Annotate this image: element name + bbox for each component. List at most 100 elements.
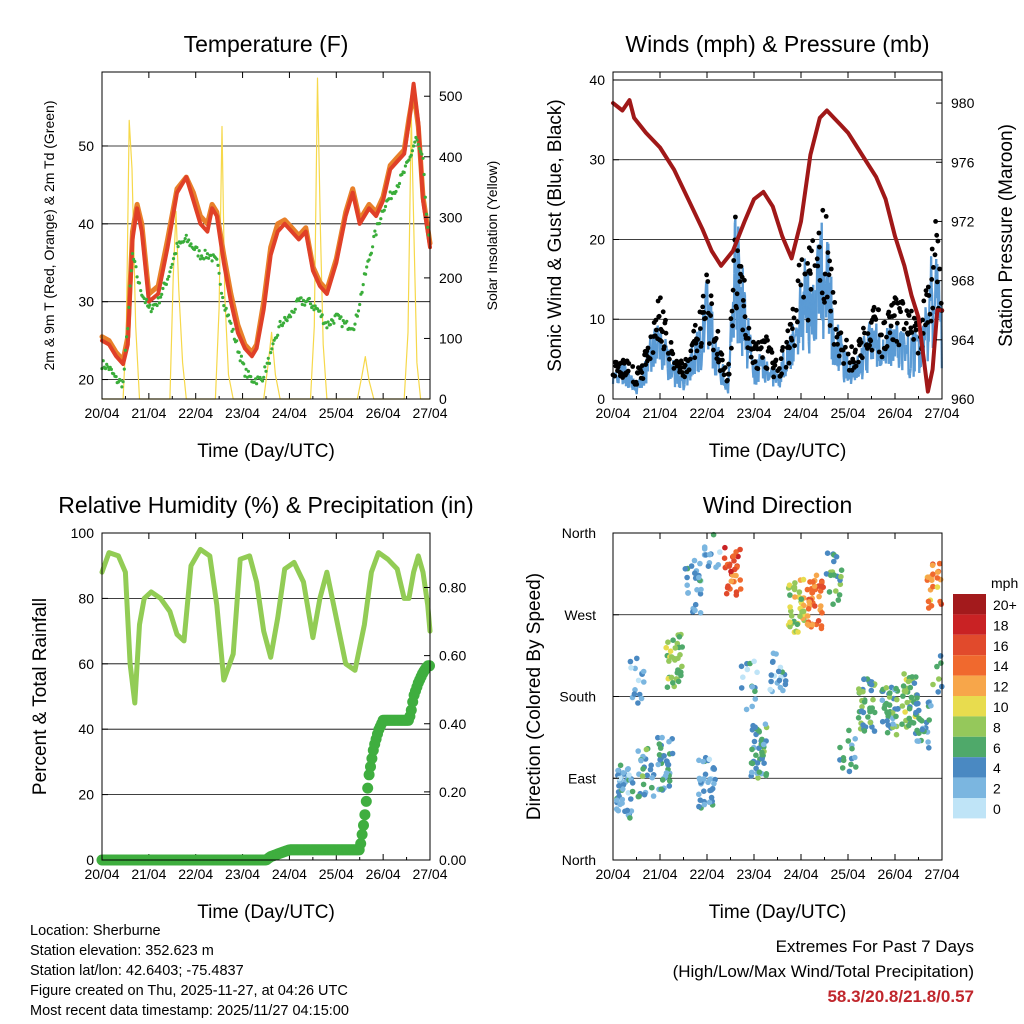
gust-point: [859, 355, 865, 361]
dewpoint-point: [205, 252, 209, 256]
dewpoint-point: [374, 233, 378, 237]
precipitation-point: [359, 809, 371, 821]
gust-point: [816, 230, 822, 236]
dewpoint-point: [217, 271, 221, 275]
wind-segment: [870, 327, 874, 332]
dewpoint-point: [332, 321, 336, 325]
dewpoint-point: [174, 252, 178, 256]
temperature-y2label: Solar Insolation (Yellow): [484, 161, 500, 311]
direction-point: [794, 621, 801, 628]
gust-point: [827, 323, 833, 328]
precipitation-points: [96, 660, 435, 866]
direction-point: [649, 774, 655, 781]
extremes-heading: Extremes For Past 7 Days: [775, 937, 974, 956]
direction-point: [622, 808, 628, 815]
gust-point: [792, 343, 797, 349]
direction-point: [895, 705, 901, 712]
gust-point: [769, 350, 775, 355]
gust-point: [740, 327, 746, 333]
dewpoint-point: [207, 256, 211, 260]
gust-point: [795, 278, 801, 284]
direction-point: [936, 676, 942, 682]
dewpoint-point: [387, 197, 391, 201]
gust-point: [650, 350, 656, 355]
humidity-chart: Relative Humidity (%) & Precipitation (i…: [30, 492, 474, 923]
direction-xtick-label: 21/04: [642, 866, 677, 882]
dewpoint-point: [218, 282, 222, 286]
direction-point: [893, 713, 899, 720]
direction-point: [797, 613, 803, 620]
dewpoint-point: [150, 307, 154, 311]
temperature-xtick-label: 27/04: [412, 405, 447, 421]
gust-point: [871, 304, 877, 310]
wind-segment: [864, 348, 867, 356]
direction-point: [669, 750, 676, 757]
direction-tick-label: South: [559, 689, 596, 705]
direction-point: [677, 652, 683, 658]
direction-point: [617, 762, 624, 769]
gust-point: [793, 307, 799, 313]
gust-point: [833, 326, 839, 332]
gust-point: [858, 340, 864, 345]
direction-point: [753, 765, 759, 772]
winds-right-tick-label: 972: [951, 213, 975, 229]
direction-point: [780, 687, 786, 694]
wind-segment: [814, 304, 818, 340]
gust-point: [820, 207, 826, 213]
direction-frame: [612, 532, 943, 861]
wind-segment: [761, 375, 765, 379]
dewpoint-point: [112, 372, 116, 376]
direction-point: [682, 566, 689, 572]
dewpoint-point: [226, 313, 231, 317]
direction-point: [782, 678, 789, 684]
temperature-left-tick-label: 50: [78, 138, 94, 154]
direction-point: [728, 578, 735, 584]
dewpoint-point: [293, 307, 297, 311]
direction-point: [663, 770, 670, 776]
direction-point: [751, 738, 758, 745]
direction-tick-label: East: [568, 770, 596, 786]
direction-point: [666, 658, 672, 664]
direction-point: [641, 791, 648, 798]
direction-xtick-label: 24/04: [783, 866, 818, 882]
direction-point: [926, 745, 932, 751]
direction-point: [666, 778, 673, 784]
gust-point: [726, 361, 731, 367]
dewpoint-point: [135, 275, 139, 279]
winds-xtick-label: 23/04: [736, 405, 771, 421]
dewpoint-point: [219, 291, 224, 295]
gust-point: [824, 294, 830, 300]
direction-point: [908, 719, 915, 726]
dewpoint-point: [244, 367, 248, 371]
precipitation-point: [356, 829, 368, 840]
direction-point: [648, 784, 655, 791]
dewpoint-point: [412, 144, 416, 148]
dewpoint-point: [276, 333, 280, 337]
gust-point: [801, 294, 806, 300]
direction-point: [701, 776, 707, 782]
direction-point: [688, 563, 695, 569]
dewpoint-point: [419, 150, 423, 154]
dewpoint-point: [328, 323, 332, 327]
direction-point: [696, 803, 702, 810]
dewpoint-point: [119, 378, 123, 382]
dewpoint-point: [311, 304, 315, 308]
dewpoint-point: [364, 272, 368, 276]
gust-point: [887, 330, 893, 336]
dewpoint-point: [238, 359, 242, 363]
direction-point: [752, 696, 759, 702]
direction-point: [934, 569, 941, 575]
gust-point: [752, 359, 758, 365]
wind-segment: [658, 348, 662, 360]
dewpoint-point: [409, 153, 413, 157]
dewpoint-point: [345, 319, 349, 323]
legend-swatch: [953, 736, 986, 758]
direction-point: [855, 715, 862, 721]
dewpoint-point: [371, 245, 375, 249]
gust-point: [894, 339, 900, 344]
gust-point: [737, 279, 743, 284]
direction-point: [885, 710, 892, 717]
wind-segment: [753, 381, 757, 385]
direction-point: [770, 658, 776, 665]
wind-segment: [897, 364, 901, 368]
